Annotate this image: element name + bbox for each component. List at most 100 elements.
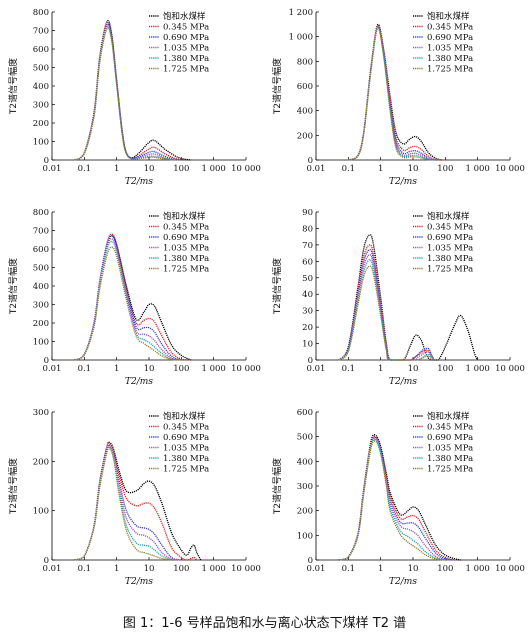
x-tick-label: 10: [408, 364, 419, 374]
y-axis-label: T2谱信号幅度: [271, 58, 283, 115]
y-tick-label: 300: [33, 101, 49, 111]
y-tick-label: 20: [302, 323, 313, 333]
x-tick-label: 1: [378, 364, 383, 374]
y-tick-label: 800: [33, 8, 49, 18]
x-tick-label: 0.01: [43, 564, 62, 574]
legend-label: 1.035 MPa: [163, 444, 209, 454]
y-tick-label: 50: [302, 274, 313, 284]
x-tick-label: 0.01: [43, 364, 62, 374]
series-line: [348, 27, 436, 161]
legend-label: 0.345 MPa: [163, 223, 209, 233]
y-tick-label: 600: [33, 245, 49, 255]
y-tick-label: 100: [33, 138, 49, 148]
legend-label: 1.725 MPa: [427, 465, 473, 475]
y-tick-label: 90: [302, 208, 313, 218]
x-tick-label: 10 000: [231, 164, 261, 174]
legend-label: 饱和水煤样: [163, 11, 206, 22]
x-tick-label: 10: [408, 564, 419, 574]
x-tick-label: 100: [173, 364, 189, 374]
x-tick-label: 100: [173, 564, 189, 574]
chart-panel-6: 0.01 0.1 1 10 100 1 000 10 000 0 100 200 300 400 500…: [264, 400, 528, 600]
legend-label: 1.725 MPa: [163, 265, 209, 275]
legend-label: 1.035 MPa: [163, 44, 209, 54]
x-tick-label: 1 000: [465, 564, 489, 574]
y-tick-label: 600: [297, 408, 313, 418]
x-tick-label: 1: [378, 564, 383, 574]
x-tick-label: 0.01: [43, 164, 62, 174]
chart-svg: 0.01 0.1 1 10 100 1 000 10 000 0 100 200 300 T2/ms T…: [7, 408, 261, 587]
y-tick-label: 60: [302, 257, 313, 267]
y-tick-label: 800: [297, 57, 313, 67]
y-tick-label: 30: [302, 307, 313, 317]
series-line: [74, 235, 182, 361]
y-axis-label: T2谱信号幅度: [7, 458, 19, 515]
x-tick-label: 1 000: [465, 364, 489, 374]
y-tick-label: 200: [297, 507, 313, 517]
series-line: [348, 25, 436, 161]
chart-panel-1: 0.01 0.1 1 10 100 1 000 10 000 0 100 200 300 400 500…: [0, 0, 264, 200]
series-line: [338, 434, 461, 561]
series-line: [74, 445, 182, 561]
y-tick-label: 300: [33, 408, 49, 418]
series-line: [74, 26, 175, 161]
x-axis-label: T2/ms: [125, 577, 153, 587]
y-tick-label: 0: [308, 356, 313, 366]
y-tick-label: 100: [33, 507, 49, 517]
x-tick-label: 10: [144, 164, 155, 174]
legend-label: 1.380 MPa: [427, 454, 473, 464]
x-axis-label: T2/ms: [389, 177, 417, 187]
y-tick-label: 200: [33, 457, 49, 467]
y-tick-label: 200: [297, 131, 313, 141]
legend-label: 0.345 MPa: [427, 423, 473, 433]
series-line: [74, 27, 175, 161]
y-tick-label: 300: [297, 482, 313, 492]
y-tick-label: 400: [297, 457, 313, 467]
series-line: [338, 254, 435, 361]
x-tick-label: 0.01: [307, 564, 326, 574]
legend-label: 1.725 MPa: [427, 265, 473, 275]
legend-label: 1.035 MPa: [427, 444, 473, 454]
legend-label: 1.380 MPa: [163, 254, 209, 264]
y-tick-label: 100: [33, 338, 49, 348]
x-tick-label: 0.1: [342, 364, 356, 374]
legend-label: 1.380 MPa: [427, 254, 473, 264]
series-line: [74, 442, 198, 561]
x-tick-label: 0.01: [307, 364, 326, 374]
y-tick-label: 40: [302, 290, 313, 300]
x-axis-label: T2/ms: [389, 377, 417, 387]
y-tick-label: 200: [33, 119, 49, 129]
chart-svg: 0.01 0.1 1 10 100 1 000 10 000 0 100 200 300 400 500…: [271, 408, 525, 587]
series-line: [338, 440, 446, 561]
y-tick-label: 800: [33, 208, 49, 218]
x-tick-label: 1: [378, 164, 383, 174]
chart-panel-3: 0.01 0.1 1 10 100 1 000 10 000 0 100 200 300 400 500…: [0, 200, 264, 400]
y-axis-label: T2谱信号幅度: [271, 258, 283, 315]
y-tick-label: 1 000: [289, 33, 313, 43]
legend-label: 0.690 MPa: [163, 33, 209, 43]
y-tick-label: 80: [302, 224, 313, 234]
series-line: [338, 234, 479, 361]
x-tick-label: 0.1: [78, 164, 92, 174]
x-tick-label: 10 000: [495, 564, 525, 574]
legend-label: 0.690 MPa: [163, 433, 209, 443]
x-tick-label: 10 000: [495, 164, 525, 174]
series-line: [74, 445, 172, 561]
y-tick-label: 200: [33, 319, 49, 329]
legend-label: 0.345 MPa: [163, 23, 209, 33]
y-tick-label: 0: [308, 556, 313, 566]
y-tick-label: 1 200: [289, 8, 313, 18]
x-tick-label: 0.1: [342, 164, 356, 174]
legend-label: 1.380 MPa: [163, 54, 209, 64]
legend-label: 1.725 MPa: [427, 65, 473, 75]
x-tick-label: 10: [144, 564, 155, 574]
x-tick-label: 10: [408, 164, 419, 174]
y-tick-label: 0: [44, 356, 49, 366]
series-line: [338, 259, 435, 361]
legend-label: 0.690 MPa: [427, 233, 473, 243]
y-tick-label: 70: [302, 241, 313, 251]
x-tick-label: 100: [437, 164, 453, 174]
y-tick-label: 600: [33, 45, 49, 55]
y-tick-label: 500: [33, 64, 49, 74]
x-tick-label: 0.1: [342, 564, 356, 574]
x-tick-label: 100: [437, 564, 453, 574]
